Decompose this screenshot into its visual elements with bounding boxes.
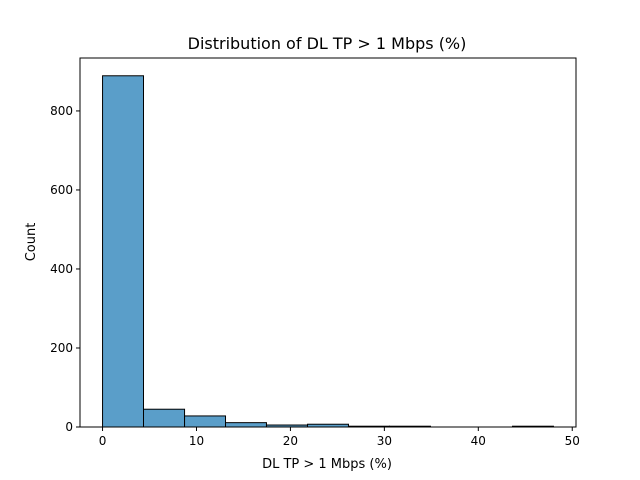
y-tick-label-800: 800 [50,104,73,118]
y-tick-label-200: 200 [50,341,73,355]
y-tick-label-0: 0 [65,420,73,434]
x-tick-label-10: 10 [189,434,204,448]
x-tick-label-40: 40 [471,434,486,448]
x-axis-label: DL TP > 1 Mbps (%) [262,457,392,472]
chart-title: Distribution of DL TP > 1 Mbps (%) [188,34,467,53]
y-axis-label: Count [24,223,39,262]
x-tick-label-20: 20 [283,434,298,448]
histogram-bar-2 [185,416,226,427]
x-tick-label-30: 30 [377,434,392,448]
y-tick-label-600: 600 [50,183,73,197]
x-axis-ticks: 0 10 20 30 40 50 [99,427,580,448]
x-tick-label-50: 50 [565,434,580,448]
bars-group [103,76,554,427]
plot-frame [80,58,576,427]
histogram-bar-3 [226,423,267,427]
histogram-bar-0 [103,76,144,427]
y-tick-label-400: 400 [50,262,73,276]
x-tick-label-0: 0 [99,434,107,448]
y-axis-ticks: 0 200 400 600 800 [50,104,80,434]
histogram-bar-1 [144,409,185,427]
